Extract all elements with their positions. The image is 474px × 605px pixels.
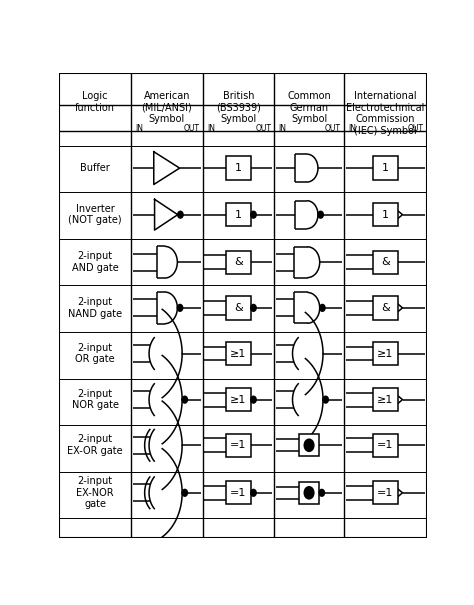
Bar [226, 434, 251, 457]
Text: OUT: OUT [183, 124, 200, 133]
Text: Common
German
Symbol: Common German Symbol [287, 91, 331, 125]
Circle shape [308, 443, 310, 447]
Circle shape [182, 489, 187, 496]
Circle shape [319, 304, 325, 311]
Circle shape [177, 304, 182, 311]
Bar [373, 203, 398, 226]
Bar [373, 434, 398, 457]
Circle shape [178, 211, 183, 218]
Circle shape [319, 489, 324, 496]
Circle shape [251, 489, 256, 496]
Text: ≥1: ≥1 [377, 348, 393, 359]
Text: OUT: OUT [255, 124, 271, 133]
Text: International
Electrotechnical
Commission
(IEC) Symbol: International Electrotechnical Commissio… [346, 91, 424, 136]
Text: 2-input
NOR gate: 2-input NOR gate [72, 389, 118, 410]
Text: =1: =1 [230, 488, 246, 498]
Circle shape [182, 396, 187, 403]
Bar [226, 388, 251, 411]
Text: Inverter
(NOT gate): Inverter (NOT gate) [68, 204, 122, 226]
Bar [226, 342, 251, 365]
Text: 1: 1 [235, 163, 242, 173]
Bar [299, 482, 319, 504]
Text: 1: 1 [382, 210, 389, 220]
Bar [226, 481, 251, 505]
Text: &: & [381, 257, 390, 267]
Text: ≥1: ≥1 [377, 394, 393, 405]
Text: &: & [234, 303, 243, 313]
Text: &: & [234, 257, 243, 267]
Text: American
(MIL/ANSI)
Symbol: American (MIL/ANSI) Symbol [141, 91, 192, 125]
Circle shape [304, 487, 314, 499]
Circle shape [318, 211, 323, 218]
Bar [373, 481, 398, 505]
Text: ≥1: ≥1 [230, 348, 246, 359]
Text: OUT: OUT [325, 124, 341, 133]
Text: IN: IN [348, 124, 356, 133]
Text: ≥1: ≥1 [230, 394, 246, 405]
Text: British
(BS3939)
Symbol: British (BS3939) Symbol [216, 91, 261, 125]
Text: =1: =1 [377, 488, 393, 498]
Circle shape [308, 491, 310, 494]
Bar [299, 434, 319, 456]
Text: 2-input
OR gate: 2-input OR gate [75, 342, 115, 364]
Text: IN: IN [279, 124, 287, 133]
Text: 2-input
EX-NOR
gate: 2-input EX-NOR gate [76, 476, 114, 509]
Text: Logic
function: Logic function [75, 91, 115, 113]
Text: =1: =1 [377, 440, 393, 450]
Circle shape [304, 439, 314, 451]
Circle shape [323, 396, 328, 403]
Bar [373, 296, 398, 319]
Text: OUT: OUT [408, 124, 424, 133]
Text: =1: =1 [230, 440, 246, 450]
Circle shape [251, 304, 256, 311]
Bar [226, 296, 251, 319]
Bar [373, 388, 398, 411]
Bar [373, 250, 398, 274]
Bar [373, 342, 398, 365]
Text: &: & [381, 303, 390, 313]
Circle shape [251, 396, 256, 403]
Bar [226, 203, 251, 226]
Bar [226, 157, 251, 180]
Text: IN: IN [135, 124, 143, 133]
Text: 2-input
AND gate: 2-input AND gate [72, 252, 118, 273]
Circle shape [251, 211, 256, 218]
Text: 1: 1 [382, 163, 389, 173]
Text: IN: IN [207, 124, 215, 133]
Text: 2-input
NAND gate: 2-input NAND gate [68, 297, 122, 319]
Text: Buffer: Buffer [80, 163, 110, 173]
Bar [373, 157, 398, 180]
Bar [226, 250, 251, 274]
Text: 2-input
EX-OR gate: 2-input EX-OR gate [67, 434, 123, 456]
Text: 1: 1 [235, 210, 242, 220]
